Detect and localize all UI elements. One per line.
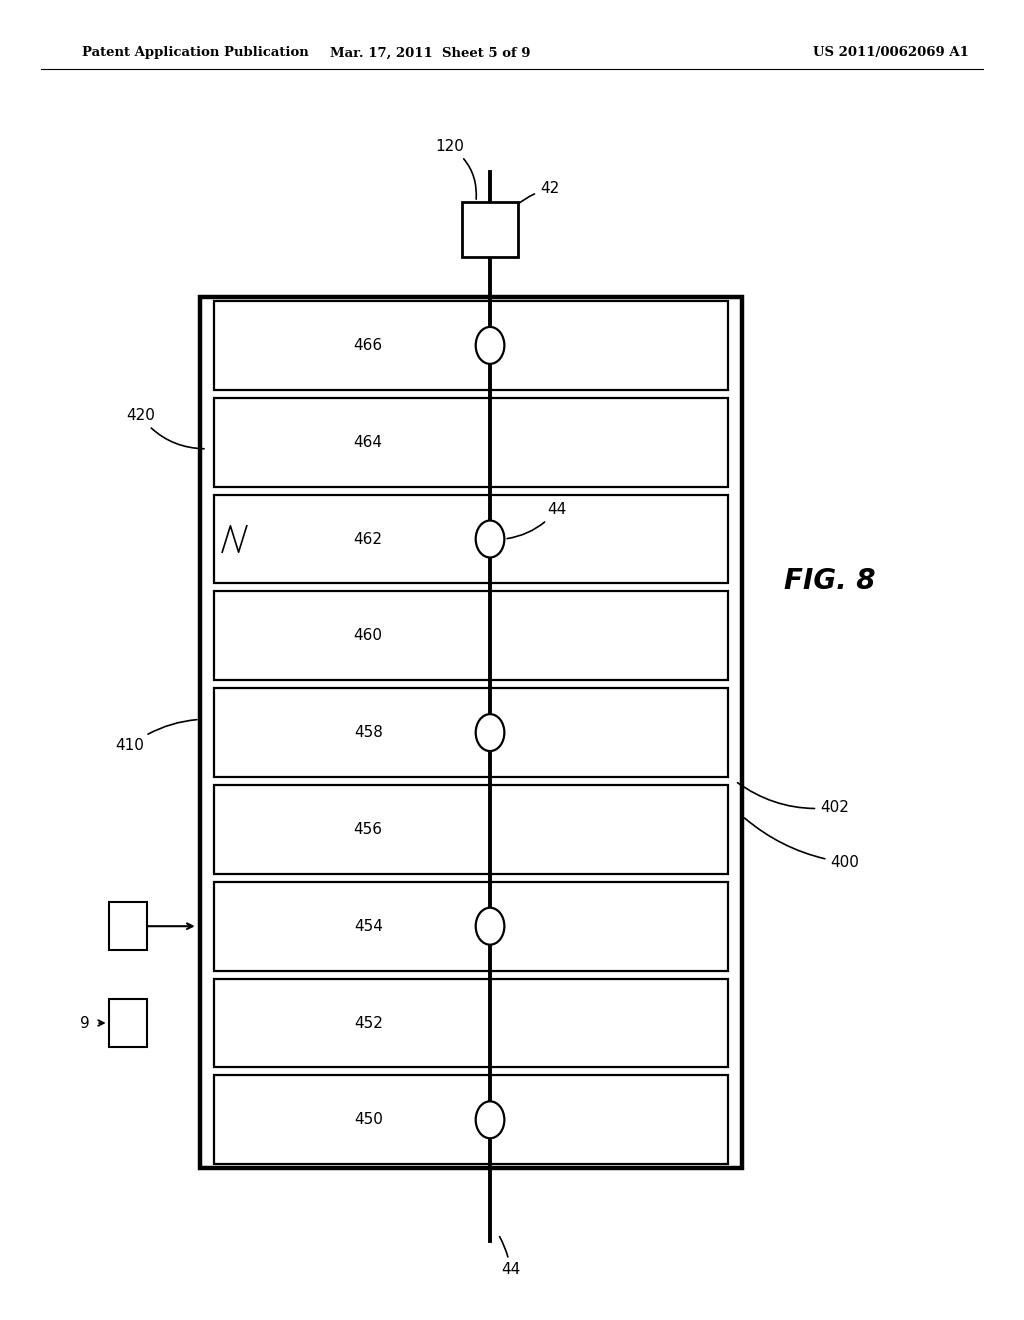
Bar [200, 297, 742, 1168]
Bar [109, 903, 147, 950]
Text: 450: 450 [354, 1113, 383, 1127]
Text: 120: 120 [435, 139, 476, 199]
Bar [214, 785, 728, 874]
Bar [214, 688, 728, 777]
Text: 44: 44 [507, 503, 566, 539]
Text: 464: 464 [353, 434, 383, 450]
Text: 44: 44 [500, 1237, 520, 1278]
Text: 402: 402 [737, 783, 849, 814]
Text: 460: 460 [353, 628, 383, 643]
Bar [214, 397, 728, 487]
Text: 400: 400 [744, 818, 859, 870]
Text: 454: 454 [354, 919, 383, 933]
Text: 458: 458 [354, 725, 383, 741]
Circle shape [476, 714, 505, 751]
Text: 420: 420 [126, 408, 204, 449]
Bar [214, 301, 728, 389]
Bar [462, 202, 518, 257]
Text: 456: 456 [353, 822, 383, 837]
Text: US 2011/0062069 A1: US 2011/0062069 A1 [813, 46, 969, 59]
Bar [214, 978, 728, 1068]
Text: 452: 452 [354, 1015, 383, 1031]
Circle shape [476, 908, 505, 945]
Text: 9: 9 [80, 1015, 90, 1031]
Bar [109, 999, 147, 1047]
Text: Patent Application Publication: Patent Application Publication [82, 46, 308, 59]
Bar [214, 495, 728, 583]
Bar [214, 882, 728, 970]
Text: 410: 410 [116, 719, 197, 754]
Bar [214, 591, 728, 680]
Circle shape [476, 327, 505, 364]
Bar [214, 1076, 728, 1164]
Text: FIG. 8: FIG. 8 [783, 566, 876, 595]
Text: 462: 462 [353, 532, 383, 546]
Text: Mar. 17, 2011  Sheet 5 of 9: Mar. 17, 2011 Sheet 5 of 9 [330, 46, 530, 59]
Text: 466: 466 [353, 338, 383, 352]
Circle shape [476, 520, 505, 557]
Text: 42: 42 [502, 181, 559, 222]
Circle shape [476, 1101, 505, 1138]
